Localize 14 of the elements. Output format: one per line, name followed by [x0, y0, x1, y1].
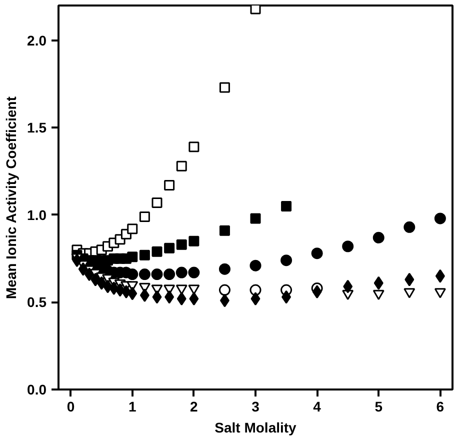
y-tick-label: 1.5 — [27, 120, 47, 136]
y-tick-label: 0.0 — [27, 382, 47, 398]
x-tick-label: 2 — [190, 398, 198, 414]
y-tick-label: 1.0 — [27, 206, 47, 223]
x-tick-label: 3 — [252, 398, 260, 414]
x-tick-label: 6 — [436, 398, 444, 414]
x-tick-label: 4 — [313, 398, 322, 414]
x-tick-label: 0 — [66, 398, 75, 414]
y-axis-title: Mean Ionic Activity Coefficient — [3, 96, 20, 300]
x-tick-label: 1 — [128, 398, 136, 414]
y-tick-label: 2.0 — [27, 32, 47, 48]
y-tick-label: 0.5 — [27, 294, 47, 310]
x-axis-title: Salt Molality — [214, 420, 297, 436]
x-tick-label: 5 — [374, 398, 383, 414]
